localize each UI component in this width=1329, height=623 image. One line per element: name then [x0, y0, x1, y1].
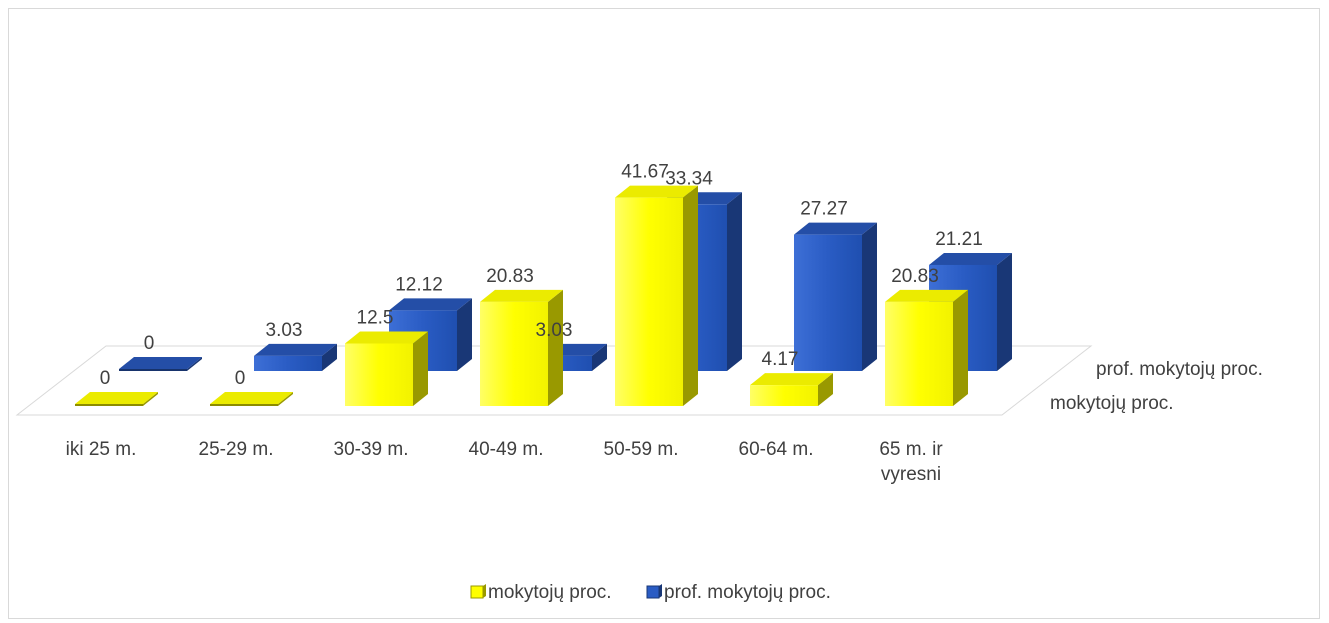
bar-back-0 — [119, 357, 202, 371]
series-prof-mokytoju-labels: 0 3.03 12.12 3.03 33.34 27.27 21.21 — [144, 168, 983, 354]
bar-front — [254, 355, 322, 371]
bar-top — [345, 331, 428, 344]
bar-front-0 — [75, 392, 158, 406]
bar-side — [683, 185, 698, 406]
bar-front — [480, 301, 548, 406]
data-label-front-1: 0 — [235, 368, 246, 389]
bar-top — [210, 392, 293, 404]
chart-frame: 0 3.03 12.12 3.03 33.34 27.27 21.21 0 0 12.5 20.8… — [8, 8, 1320, 619]
bar-top — [615, 185, 698, 198]
data-label-front-4: 41.67 — [621, 162, 669, 183]
bar-top — [254, 343, 337, 356]
bar-front-1 — [210, 392, 293, 406]
bar-front-2 — [345, 331, 428, 406]
data-label-back-5: 27.27 — [800, 199, 848, 220]
bar-side — [592, 343, 607, 371]
legend: mokytojų proc. prof. mokytojų proc. — [470, 582, 831, 603]
legend-label: mokytojų proc. — [488, 582, 612, 603]
data-label-front-6: 20.83 — [891, 266, 939, 287]
bar-top — [119, 357, 202, 369]
bar-front — [794, 234, 862, 371]
bar-top — [929, 252, 1012, 265]
bar-side — [278, 392, 293, 406]
data-label-back-1: 3.03 — [266, 320, 303, 341]
bar-front — [345, 343, 413, 406]
bar-front — [885, 301, 953, 406]
depth-axis-labels: prof. mokytojų proc. mokytojų proc. — [1050, 359, 1263, 414]
bar-top — [75, 392, 158, 404]
bar-side — [322, 343, 337, 371]
bar-back-5 — [794, 222, 877, 371]
legend-item-back: prof. mokytojų proc. — [646, 582, 831, 603]
category-label-4: 50-59 m. — [604, 439, 679, 460]
bar-side — [187, 357, 202, 371]
data-label-front-0: 0 — [100, 368, 111, 389]
bar-front-6 — [885, 289, 968, 406]
category-label-0: iki 25 m. — [66, 439, 137, 460]
legend-swatch-side — [659, 584, 662, 598]
bar-top — [885, 289, 968, 302]
bar-side — [818, 373, 833, 406]
category-axis-labels: iki 25 m. 25-29 m. 30-39 m. 40-49 m. 50-59 m… — [66, 439, 944, 485]
legend-swatch-side — [483, 584, 486, 598]
data-label-back-4: 33.34 — [665, 168, 713, 189]
bar-front — [75, 404, 143, 406]
data-label-back-3: 3.03 — [536, 320, 573, 341]
data-label-back-0: 0 — [144, 333, 155, 354]
bar-front-4 — [615, 185, 698, 406]
bar-side — [953, 289, 968, 406]
bar-front-5 — [750, 373, 833, 406]
legend-label: prof. mokytojų proc. — [664, 582, 831, 603]
bar-top — [480, 289, 563, 302]
series-mokytoju-bars — [75, 185, 968, 406]
bar-side — [413, 331, 428, 406]
bar-front-3 — [480, 289, 563, 406]
bar-side — [727, 192, 742, 371]
depth-label-back: prof. mokytojų proc. — [1096, 359, 1263, 380]
data-label-front-2: 12.5 — [357, 308, 394, 329]
bar-top — [389, 298, 472, 311]
bar-side — [862, 222, 877, 371]
category-label-3: 40-49 m. — [469, 439, 544, 460]
legend-item-front: mokytojų proc. — [470, 582, 612, 603]
bar-top — [794, 222, 877, 235]
legend-swatch — [646, 585, 660, 599]
category-label-5: 60-64 m. — [739, 439, 814, 460]
bar-side — [997, 252, 1012, 371]
series-mokytoju-labels: 0 0 12.5 20.83 41.67 4.17 20.83 — [100, 162, 939, 389]
bar-side — [143, 392, 158, 406]
chart-svg: 0 3.03 12.12 3.03 33.34 27.27 21.21 0 0 12.5 20.8… — [15, 162, 1263, 603]
data-label-front-5: 4.17 — [762, 349, 799, 370]
data-label-front-3: 20.83 — [486, 266, 534, 287]
bar-top — [750, 373, 833, 386]
series-prof-mokytoju-bars — [119, 192, 1012, 371]
legend-swatch — [470, 585, 484, 599]
category-label-1: 25-29 m. — [199, 439, 274, 460]
category-label-6: 65 m. ir vyresni — [879, 439, 943, 485]
category-label-2: 30-39 m. — [334, 439, 409, 460]
data-label-back-2: 12.12 — [395, 274, 443, 295]
bar-side — [548, 289, 563, 406]
bar-front — [750, 385, 818, 406]
bar-front — [615, 197, 683, 406]
bar-front — [119, 369, 187, 371]
bar-front — [210, 404, 278, 406]
bar-side — [457, 298, 472, 371]
data-label-back-6: 21.21 — [935, 229, 983, 250]
bar-back-1 — [254, 343, 337, 371]
depth-label-front: mokytojų proc. — [1050, 393, 1174, 414]
